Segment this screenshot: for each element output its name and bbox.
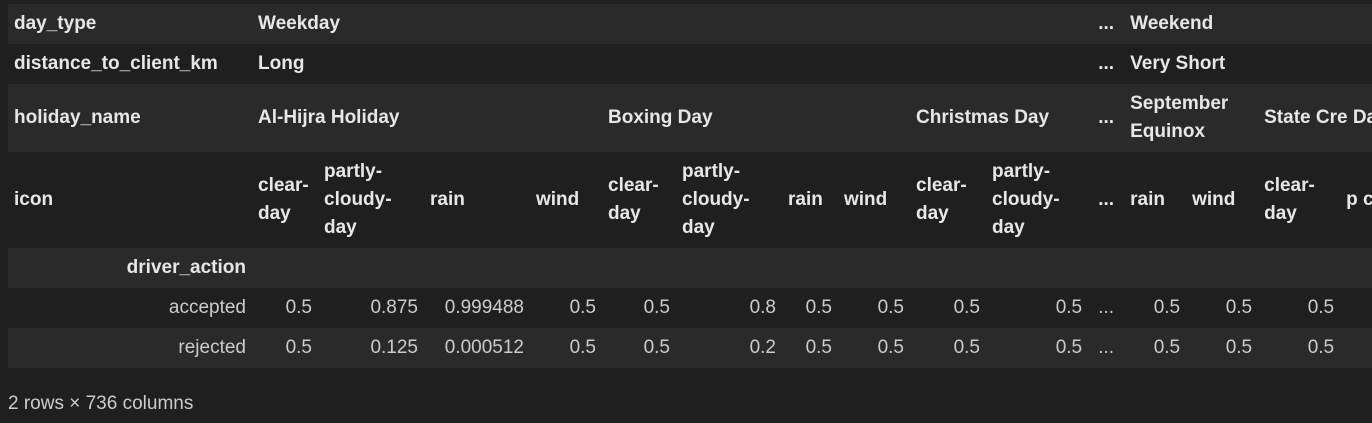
cell: 0.5: [569, 337, 596, 358]
dataframe-table: day_type Weekday ... Weekend distance_to…: [8, 4, 1372, 368]
level-label-distance: distance_to_client_km: [14, 53, 218, 74]
cell: 0.5: [877, 297, 904, 318]
cell: 0.8: [749, 297, 776, 318]
holiday-christmas-day: Christmas Day: [916, 107, 1050, 128]
group-very-short: Very Short: [1130, 53, 1226, 74]
header-row-index-name: driver_action: [8, 248, 1372, 288]
cell: 0.5: [1055, 337, 1083, 358]
cell: 0.5: [1055, 297, 1083, 318]
cell: 0.5: [643, 337, 670, 358]
cell: 0.000512: [444, 337, 524, 358]
icon-col-2: partly-cloudy-day: [324, 161, 392, 238]
cell: 0.5: [285, 297, 312, 318]
table-row: rejected 0.5 0.125 0.000512 0.5 0.5 0.2 …: [8, 328, 1372, 368]
cell: 0.5: [1307, 297, 1335, 318]
cell: 0.5: [805, 297, 832, 318]
header-row-icon: icon clear-day partly-cloudy-day rain wi…: [8, 152, 1372, 248]
cell: 0.5: [1225, 337, 1253, 358]
icon-col-10: partly-cloudy-day: [992, 161, 1060, 238]
cell: 0.5: [1225, 297, 1253, 318]
cell: 0.5: [643, 297, 670, 318]
column-ellipsis: ...: [1098, 189, 1115, 210]
level-label-day-type: day_type: [14, 13, 97, 34]
index-name: driver_action: [126, 257, 246, 278]
icon-col-5: clear-day: [608, 175, 659, 224]
icon-col-6: partly-cloudy-day: [682, 161, 750, 238]
cell: 0.5: [953, 297, 980, 318]
row-label-accepted: accepted: [168, 297, 246, 318]
table-row: accepted 0.5 0.875 0.999488 0.5 0.5 0.8 …: [8, 288, 1372, 328]
cell: 0.5: [953, 337, 980, 358]
cell-truncated: [1340, 328, 1372, 368]
header-row-distance: distance_to_client_km Long ... Very Shor…: [8, 44, 1372, 84]
column-ellipsis: ...: [1098, 13, 1115, 34]
index-name-filler: [252, 248, 1372, 288]
icon-col-3: rain: [430, 189, 465, 210]
cell: 0.5: [285, 337, 312, 358]
row-label-rejected: rejected: [178, 337, 246, 358]
dataframe-shape-caption: 2 rows × 736 columns: [8, 393, 194, 414]
icon-col-9: clear-day: [916, 175, 967, 224]
group-weekday: Weekday: [258, 13, 341, 34]
cell: 0.875: [370, 297, 418, 318]
cell: 0.5: [1153, 337, 1181, 358]
column-ellipsis: ...: [1098, 337, 1115, 358]
icon-col-1: clear-day: [258, 175, 309, 224]
cell-truncated: [1340, 288, 1372, 328]
holiday-al-hijra: Al-Hijra Holiday: [258, 107, 400, 128]
group-long: Long: [258, 53, 305, 74]
icon-col-7: rain: [788, 189, 823, 210]
icon-col-14: p c d: [1346, 189, 1372, 210]
cell: 0.5: [877, 337, 904, 358]
column-ellipsis: ...: [1098, 107, 1115, 128]
cell: 0.5: [805, 337, 832, 358]
cell: 0.5: [1153, 297, 1181, 318]
cell: 0.999488: [444, 297, 524, 318]
column-ellipsis: ...: [1098, 53, 1115, 74]
icon-col-8: wind: [844, 189, 888, 210]
holiday-boxing-day: Boxing Day: [608, 107, 713, 128]
icon-col-13: clear-day: [1264, 175, 1315, 224]
header-row-holiday: holiday_name Al-Hijra Holiday Boxing Day…: [8, 84, 1372, 152]
cell: 0.5: [1307, 337, 1335, 358]
icon-col-11: rain: [1130, 189, 1165, 210]
icon-col-12: wind: [1192, 189, 1236, 210]
holiday-state-day: State Cre Day: [1264, 107, 1372, 128]
cell: 0.125: [370, 337, 418, 358]
header-row-day-type: day_type Weekday ... Weekend: [8, 4, 1372, 44]
cell: 0.2: [749, 337, 776, 358]
cell: 0.5: [569, 297, 596, 318]
icon-col-4: wind: [536, 189, 580, 210]
level-label-holiday: holiday_name: [14, 107, 141, 128]
holiday-september-equinox: September Equinox: [1130, 93, 1229, 142]
group-weekend: Weekend: [1130, 13, 1214, 34]
level-label-icon: icon: [14, 189, 54, 210]
column-ellipsis: ...: [1098, 297, 1115, 318]
dataframe-output: day_type Weekday ... Weekend distance_to…: [8, 4, 1372, 368]
